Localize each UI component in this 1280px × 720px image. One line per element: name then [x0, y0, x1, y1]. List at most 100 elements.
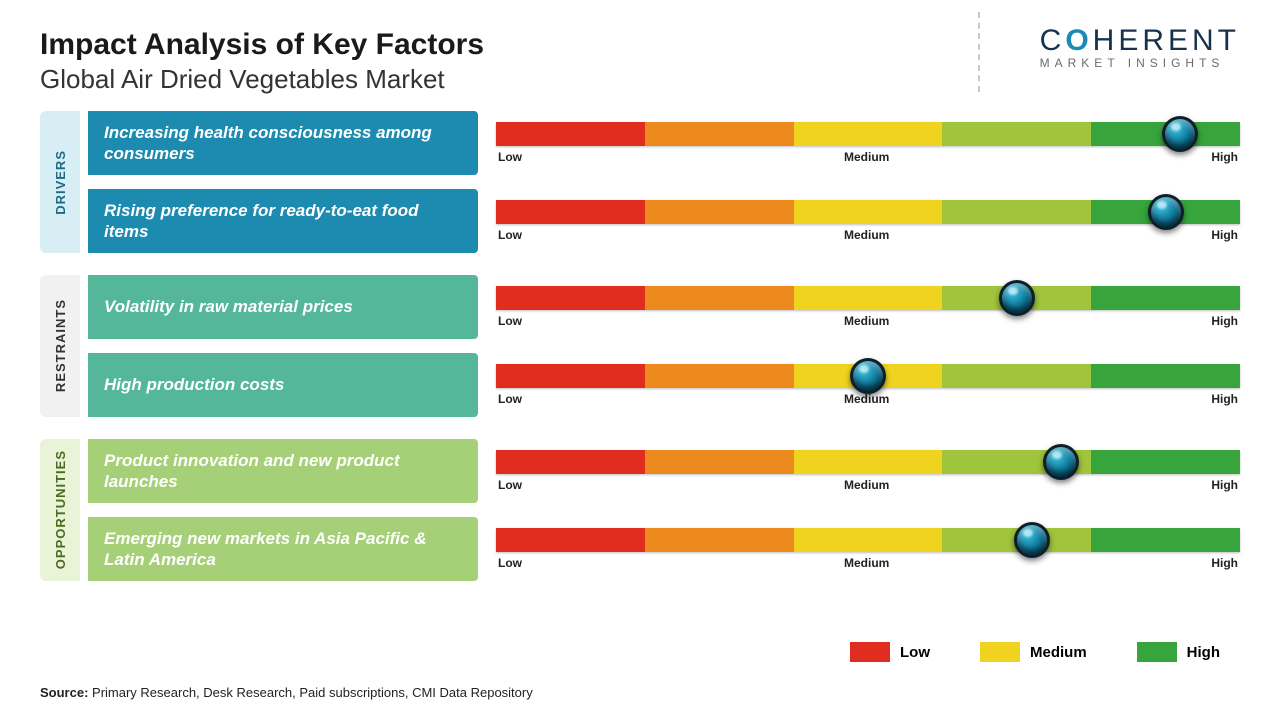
scale-segment — [1091, 450, 1240, 474]
factor-label: High production costs — [88, 353, 478, 417]
source-note: Source: Primary Research, Desk Research,… — [40, 685, 533, 700]
scale-segment — [645, 286, 794, 310]
axis-label: Low — [498, 228, 522, 242]
scale-segment — [645, 122, 794, 146]
axis-label: High — [1211, 478, 1238, 492]
factor-label: Increasing health consciousness among co… — [88, 111, 478, 175]
brand-logo: COHERENT MARKET INSIGHTS — [1040, 24, 1240, 70]
scale-track — [496, 450, 1240, 474]
axis-label: High — [1211, 556, 1238, 570]
scale-segment — [794, 286, 943, 310]
scale-segment — [496, 364, 645, 388]
group-rows: Product innovation and new product launc… — [88, 439, 1240, 581]
axis-label: Low — [498, 478, 522, 492]
factor-row: Increasing health consciousness among co… — [88, 111, 1240, 175]
factor-label: Rising preference for ready-to-eat food … — [88, 189, 478, 253]
axis-label: Medium — [844, 556, 889, 570]
scale-segment — [645, 200, 794, 224]
scale-segment — [496, 122, 645, 146]
factor-group: RESTRAINTS Volatility in raw material pri… — [40, 275, 1240, 417]
factor-group: DRIVERS Increasing health consciousness a… — [40, 111, 1240, 253]
scale-segment — [794, 528, 943, 552]
axis-label: High — [1211, 150, 1238, 164]
group-tab: OPPORTUNITIES — [40, 439, 80, 581]
scale-segment — [1091, 286, 1240, 310]
legend: Low Medium High — [850, 642, 1220, 662]
legend-item: Medium — [980, 642, 1087, 662]
legend-label: Low — [900, 644, 930, 661]
scale-axis: Low Medium High — [496, 556, 1240, 570]
scale-axis: Low Medium High — [496, 228, 1240, 242]
axis-label: Medium — [844, 478, 889, 492]
group-tab: DRIVERS — [40, 111, 80, 253]
factor-row: Volatility in raw material prices Low Medi… — [88, 275, 1240, 339]
factor-row: High production costs Low Medium High — [88, 353, 1240, 417]
axis-label: Low — [498, 314, 522, 328]
scale-segment — [645, 528, 794, 552]
scale-axis: Low Medium High — [496, 314, 1240, 328]
source-text: Primary Research, Desk Research, Paid su… — [88, 685, 532, 700]
impact-scale: Low Medium High — [496, 353, 1240, 417]
factor-row: Product innovation and new product launc… — [88, 439, 1240, 503]
scale-marker — [1014, 522, 1050, 558]
axis-label: Medium — [844, 228, 889, 242]
scale-track — [496, 528, 1240, 552]
logo-subtext: MARKET INSIGHTS — [1040, 56, 1240, 70]
scale-segment — [496, 450, 645, 474]
scale-marker — [1148, 194, 1184, 230]
scale-marker — [850, 358, 886, 394]
infographic-root: COHERENT MARKET INSIGHTS Impact Analysis… — [0, 0, 1280, 720]
impact-scale: Low Medium High — [496, 111, 1240, 175]
group-rows: Increasing health consciousness among co… — [88, 111, 1240, 253]
axis-label: Low — [498, 556, 522, 570]
scale-segment — [496, 200, 645, 224]
group-tab-label: DRIVERS — [53, 150, 68, 215]
legend-item: Low — [850, 642, 930, 662]
scale-marker — [1162, 116, 1198, 152]
scale-marker — [999, 280, 1035, 316]
scale-track — [496, 122, 1240, 146]
scale-axis: Low Medium High — [496, 478, 1240, 492]
legend-item: High — [1137, 642, 1220, 662]
scale-axis: Low Medium High — [496, 392, 1240, 406]
axis-label: Low — [498, 150, 522, 164]
scale-segment — [496, 528, 645, 552]
legend-swatch — [980, 642, 1020, 662]
impact-scale: Low Medium High — [496, 439, 1240, 503]
scale-segment — [1091, 364, 1240, 388]
axis-label: Medium — [844, 314, 889, 328]
scale-segment — [942, 200, 1091, 224]
group-tab-label: OPPORTUNITIES — [53, 450, 68, 569]
scale-segment — [794, 200, 943, 224]
group-tab: RESTRAINTS — [40, 275, 80, 417]
factor-label: Emerging new markets in Asia Pacific & L… — [88, 517, 478, 581]
impact-scale: Low Medium High — [496, 189, 1240, 253]
axis-label: High — [1211, 228, 1238, 242]
scale-segment — [645, 450, 794, 474]
axis-label: Medium — [844, 392, 889, 406]
scale-segment — [1091, 528, 1240, 552]
legend-label: Medium — [1030, 644, 1087, 661]
factor-label: Volatility in raw material prices — [88, 275, 478, 339]
scale-marker — [1043, 444, 1079, 480]
scale-segment — [794, 450, 943, 474]
factor-row: Emerging new markets in Asia Pacific & L… — [88, 517, 1240, 581]
factor-groups: DRIVERS Increasing health consciousness a… — [40, 111, 1240, 581]
factor-group: OPPORTUNITIES Product innovation and new … — [40, 439, 1240, 581]
group-rows: Volatility in raw material prices Low Medi… — [88, 275, 1240, 417]
scale-segment — [645, 364, 794, 388]
scale-track — [496, 286, 1240, 310]
axis-label: Medium — [844, 150, 889, 164]
axis-label: High — [1211, 314, 1238, 328]
factor-label: Product innovation and new product launc… — [88, 439, 478, 503]
scale-track — [496, 364, 1240, 388]
axis-label: High — [1211, 392, 1238, 406]
logo-text: COHERENT — [1040, 24, 1240, 58]
impact-scale: Low Medium High — [496, 275, 1240, 339]
scale-track — [496, 200, 1240, 224]
axis-label: Low — [498, 392, 522, 406]
group-tab-label: RESTRAINTS — [53, 299, 68, 392]
scale-segment — [942, 122, 1091, 146]
legend-swatch — [1137, 642, 1177, 662]
source-prefix: Source: — [40, 685, 88, 700]
